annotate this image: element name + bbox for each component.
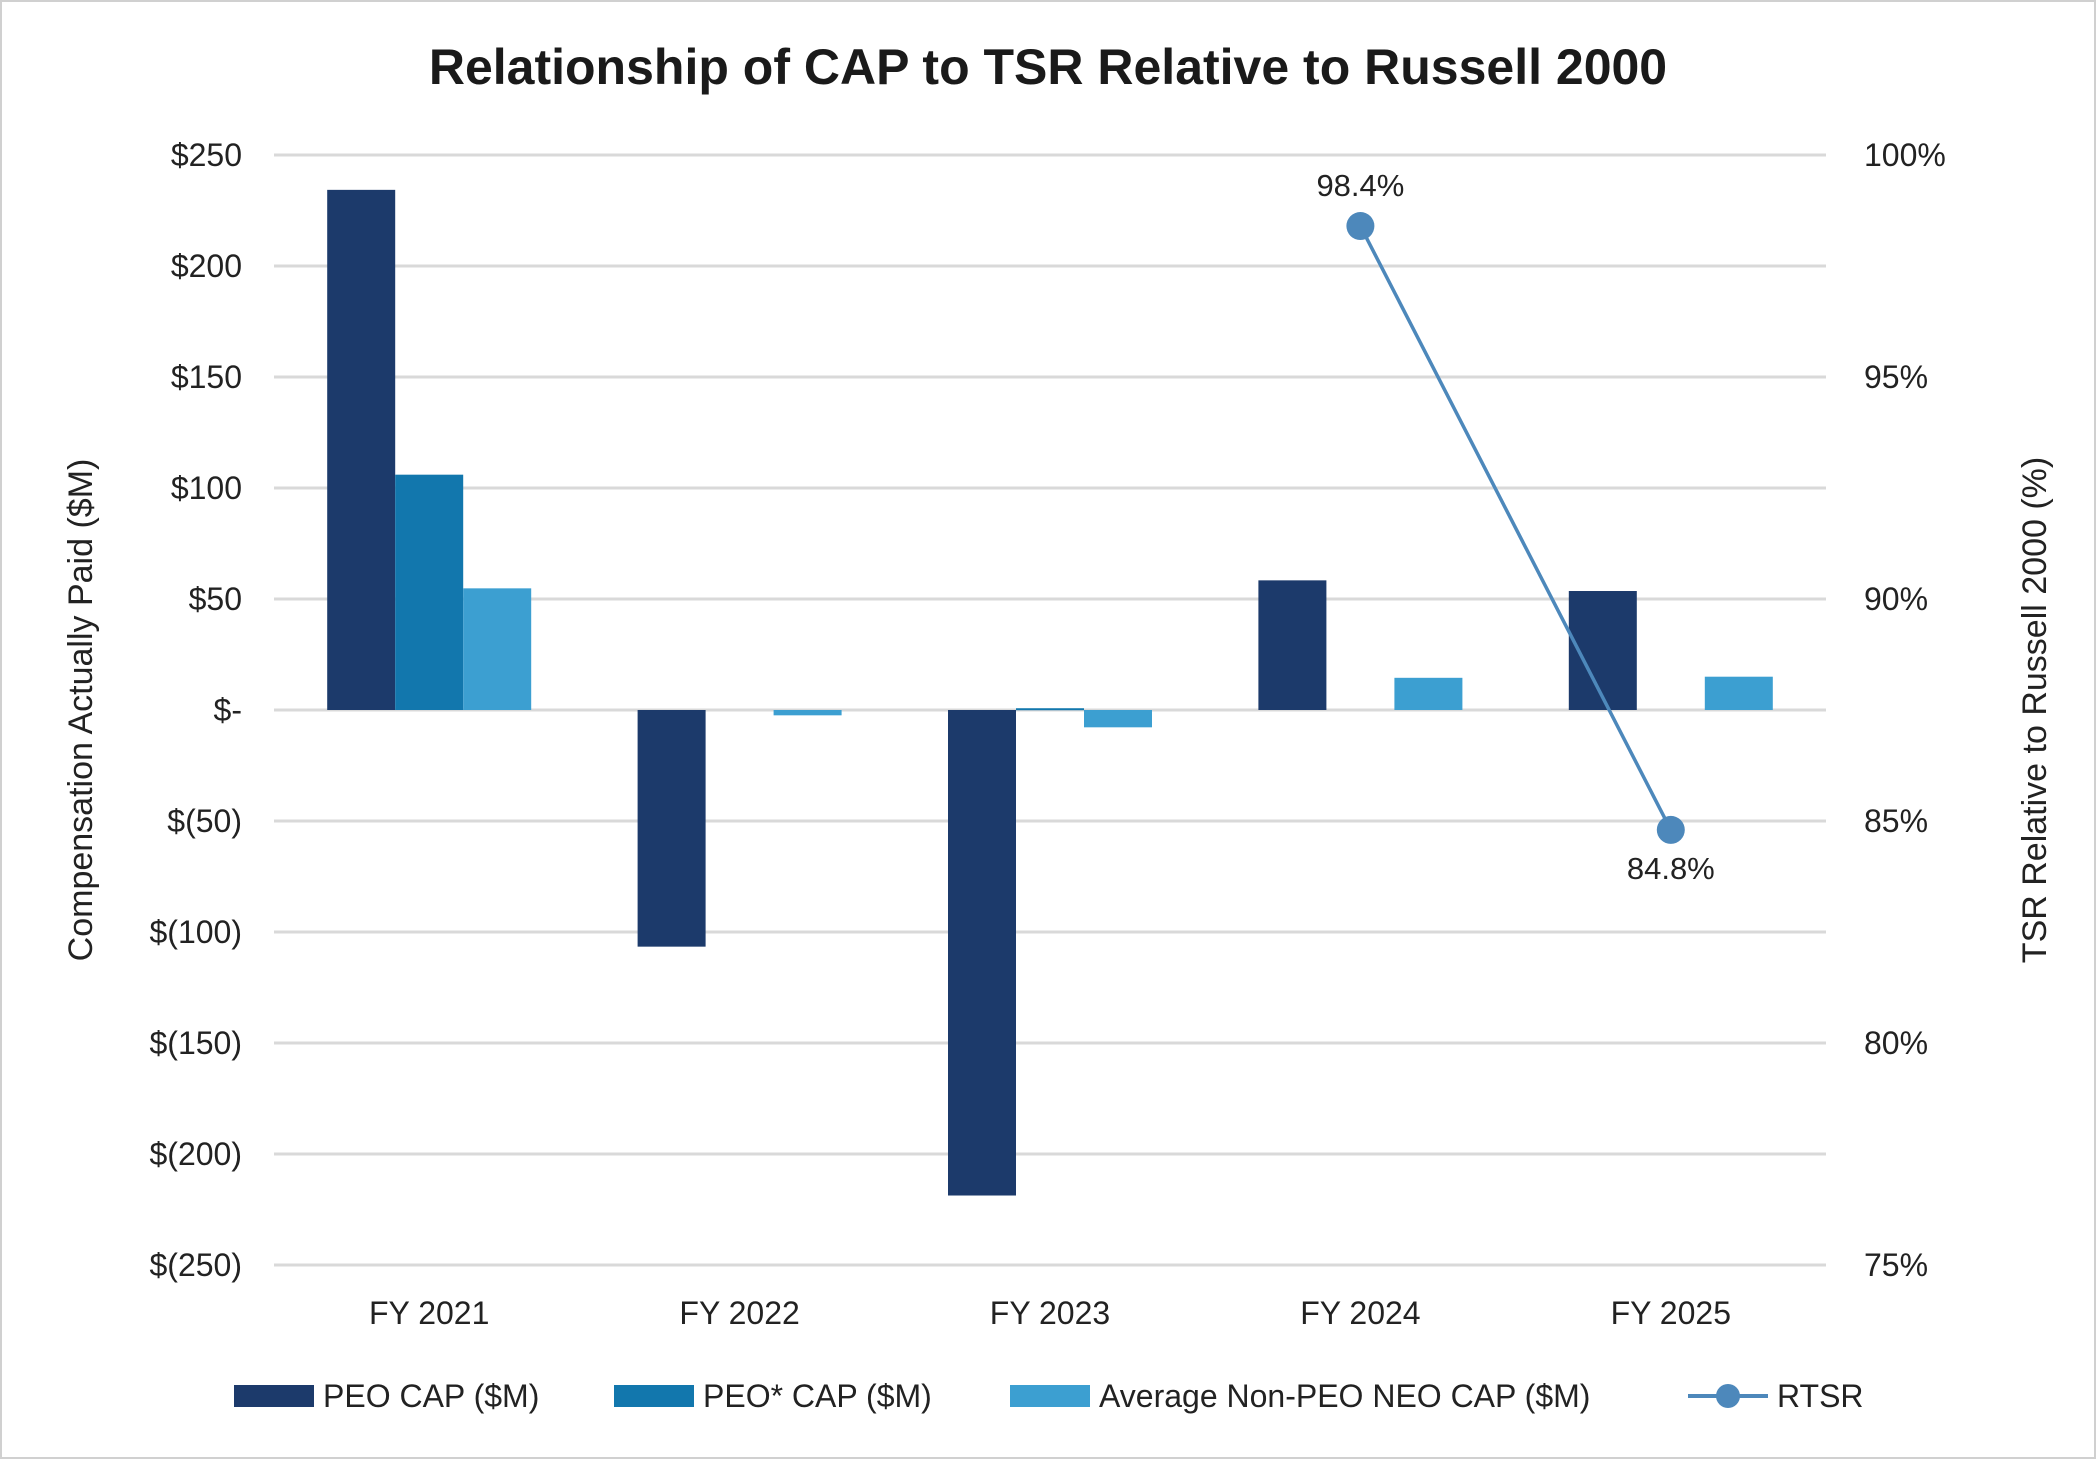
bar-peo-cap-m (637, 710, 706, 947)
y2-tick-label: 75% (1864, 1247, 1928, 1283)
bar-peo-cap-m (395, 474, 464, 710)
y-tick-label: $(100) (150, 914, 243, 950)
y-tick-label: $150 (171, 359, 242, 395)
legend-swatch (1010, 1385, 1090, 1407)
bar-average-non-peo-neo-cap-m (1704, 676, 1773, 710)
bar-average-non-peo-neo-cap-m (1394, 677, 1463, 710)
bar-average-non-peo-neo-cap-m (463, 588, 532, 710)
y2-tick-label: 85% (1864, 803, 1928, 839)
x-tick-label: FY 2023 (990, 1295, 1110, 1331)
legend-label: Average Non-PEO NEO CAP ($M) (1099, 1378, 1590, 1414)
x-tick-label: FY 2024 (1300, 1295, 1420, 1331)
legend-label: PEO CAP ($M) (323, 1378, 539, 1414)
bar-average-non-peo-neo-cap-m (773, 710, 842, 716)
y-tick-label: $50 (189, 581, 242, 617)
y-tick-label: $(150) (150, 1025, 243, 1061)
y-axis-label: Compensation Actually Paid ($M) (62, 459, 100, 962)
bar-peo-cap-m (1258, 580, 1327, 710)
y2-axis-label: TSR Relative to Russell 2000 (%) (2016, 457, 2054, 963)
bar-average-non-peo-neo-cap-m (1084, 710, 1152, 728)
y2-tick-label: 80% (1864, 1025, 1928, 1061)
y2-tick-label: 95% (1864, 359, 1928, 395)
x-tick-label: FY 2022 (679, 1295, 799, 1331)
rtsr-point (1656, 815, 1685, 844)
bar-peo-cap-m (948, 710, 1016, 1196)
rtsr-point (1346, 212, 1375, 241)
legend-label: PEO* CAP ($M) (703, 1378, 932, 1414)
legend-swatch (614, 1385, 694, 1407)
y-tick-label: $250 (171, 137, 242, 173)
y-tick-label: $- (214, 692, 242, 728)
rtsr-data-label: 98.4% (1316, 168, 1404, 203)
legend-marker (1716, 1384, 1740, 1408)
x-tick-label: FY 2025 (1611, 1295, 1731, 1331)
y-tick-label: $100 (171, 470, 242, 506)
y-tick-label: $(200) (150, 1136, 243, 1172)
legend-label: RTSR (1777, 1378, 1864, 1414)
rtsr-data-label: 84.8% (1627, 851, 1715, 886)
y-tick-label: $(250) (150, 1247, 243, 1283)
legend-swatch (234, 1385, 314, 1407)
bar-peo-cap-m (327, 189, 396, 710)
rtsr-line (1358, 225, 1673, 831)
chart-title: Relationship of CAP to TSR Relative to R… (429, 39, 1667, 95)
x-tick-label: FY 2021 (369, 1295, 489, 1331)
y2-tick-label: 100% (1864, 137, 1946, 173)
y-tick-label: $(50) (167, 803, 242, 839)
y-tick-label: $200 (171, 248, 242, 284)
y2-tick-label: 90% (1864, 581, 1928, 617)
bar-peo-cap-m (1016, 708, 1084, 711)
